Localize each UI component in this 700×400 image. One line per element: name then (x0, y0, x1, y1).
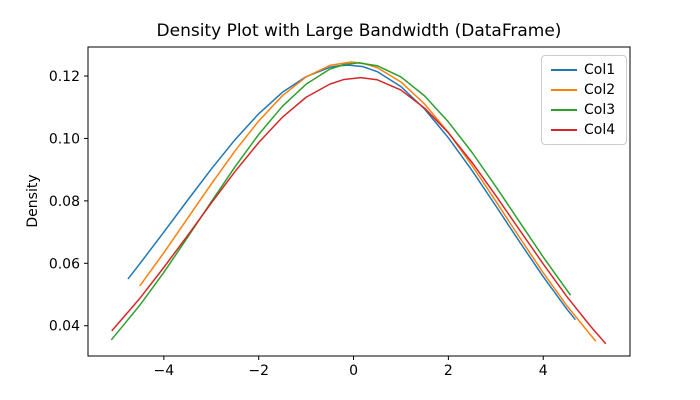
x-tick-label: 4 (539, 363, 548, 379)
x-tick-label: −2 (248, 363, 269, 379)
legend-row-col4: Col4 (542, 120, 626, 140)
x-tick-label: 2 (444, 363, 453, 379)
x-tick-label: −4 (154, 363, 175, 379)
y-tick-label: 0.10 (49, 131, 80, 147)
legend-label: Col1 (584, 62, 616, 78)
y-tick-label: 0.12 (49, 69, 80, 85)
density-curve-col3 (110, 62, 571, 341)
legend-swatch-col2 (551, 89, 577, 91)
y-tick-label: 0.04 (49, 319, 80, 335)
legend-row-col2: Col2 (542, 80, 626, 100)
axes-frame (87, 46, 631, 357)
legend-swatch-col1 (551, 69, 577, 71)
x-tick-label: 0 (349, 363, 358, 379)
legend-swatch-col3 (551, 109, 577, 111)
density-curve-col4 (111, 76, 607, 344)
legend-label: Col4 (584, 122, 616, 138)
legend: Col1 Col2 Col3 Col4 (541, 55, 627, 145)
legend-label: Col3 (584, 102, 616, 118)
density-curve-col2 (139, 61, 597, 342)
density-curve-col1 (127, 64, 576, 320)
legend-row-col3: Col3 (542, 100, 626, 120)
chart-title: Density Plot with Large Bandwidth (DataF… (156, 21, 562, 41)
legend-label: Col2 (584, 82, 616, 98)
legend-row-col1: Col1 (542, 60, 626, 80)
y-tick-label: 0.06 (49, 256, 80, 272)
legend-swatch-col4 (551, 129, 577, 131)
y-tick-label: 0.08 (49, 194, 80, 210)
